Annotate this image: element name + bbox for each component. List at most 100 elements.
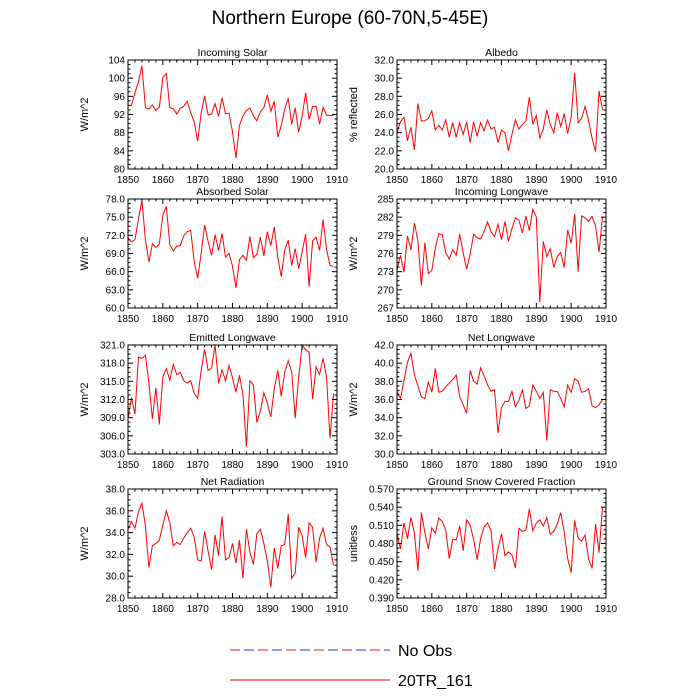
x-tick-label-incoming-solar: 1870 <box>187 175 210 186</box>
y-tick-label-incoming-longwave: 282 <box>377 213 394 224</box>
y-axis-label-albedo: % reflected <box>348 87 360 142</box>
x-tick-label-emitted-longwave: 1870 <box>187 460 210 471</box>
x-tick-label-incoming-solar: 1880 <box>221 175 244 186</box>
x-tick-label-ground-snow-covered-fraction: 1880 <box>490 604 513 615</box>
y-tick-label-absorbed-solar: 63.0 <box>106 285 126 296</box>
x-tick-label-net-longwave: 1880 <box>490 460 513 471</box>
panel-title-incoming-solar: Incoming Solar <box>197 47 268 59</box>
plot-frame-net-longwave <box>396 344 607 455</box>
panel-incoming-solar: Incoming Solar W/m^2 1850 1860 1870 1880 1890 1… <box>79 47 349 186</box>
y-tick-label-incoming-solar: 84 <box>114 146 126 157</box>
panel-title-absorbed-solar: Absorbed Solar <box>196 186 269 198</box>
x-tick-label-absorbed-solar: 1910 <box>326 314 349 325</box>
y-tick-label-emitted-longwave: 315.0 <box>100 377 125 388</box>
x-tick-label-albedo: 1900 <box>560 175 583 186</box>
x-tick-label-ground-snow-covered-fraction: 1850 <box>386 604 409 615</box>
y-tick-label-net-radiation: 32.0 <box>106 550 126 561</box>
x-tick-label-ground-snow-covered-fraction: 1900 <box>560 604 583 615</box>
y-tick-label-emitted-longwave: 309.0 <box>100 413 125 424</box>
y-tick-label-albedo: 24.0 <box>375 128 395 139</box>
x-tick-label-incoming-solar: 1900 <box>291 175 314 186</box>
series-line-incoming-longwave <box>396 207 604 302</box>
y-tick-label-ground-snow-covered-fraction: 0.540 <box>369 503 394 514</box>
panel-title-ground-snow-covered-fraction: Ground Snow Covered Fraction <box>428 476 576 488</box>
panel-albedo: Albedo % reflected 1850 1860 1870 1880 1890 190… <box>348 47 618 186</box>
x-tick-label-emitted-longwave: 1890 <box>256 460 279 471</box>
y-tick-label-ground-snow-covered-fraction: 0.570 <box>369 485 394 496</box>
y-tick-label-incoming-longwave: 267 <box>377 304 394 315</box>
y-tick-label-absorbed-solar: 75.0 <box>106 213 126 224</box>
y-tick-label-incoming-longwave: 285 <box>377 195 394 206</box>
x-tick-label-emitted-longwave: 1900 <box>291 460 314 471</box>
y-tick-label-incoming-solar: 96 <box>114 92 126 103</box>
x-tick-label-absorbed-solar: 1900 <box>291 314 314 325</box>
x-tick-label-albedo: 1870 <box>456 175 479 186</box>
x-tick-label-albedo: 1850 <box>386 175 409 186</box>
y-tick-label-incoming-solar: 88 <box>114 128 126 139</box>
x-tick-label-emitted-longwave: 1880 <box>221 460 244 471</box>
y-axis-label-absorbed-solar: W/m^2 <box>79 237 91 271</box>
x-tick-label-incoming-longwave: 1890 <box>525 314 548 325</box>
x-tick-label-absorbed-solar: 1890 <box>256 314 279 325</box>
y-tick-label-emitted-longwave: 303.0 <box>100 450 125 461</box>
y-tick-label-incoming-solar: 92 <box>114 110 126 121</box>
x-tick-label-net-longwave: 1910 <box>595 460 618 471</box>
y-tick-label-absorbed-solar: 69.0 <box>106 249 126 260</box>
y-tick-label-absorbed-solar: 60.0 <box>106 304 126 315</box>
series-line-ground-snow-covered-fraction <box>396 507 604 573</box>
y-tick-label-net-longwave: 30.0 <box>375 450 395 461</box>
x-tick-label-incoming-longwave: 1880 <box>490 314 513 325</box>
x-tick-label-net-radiation: 1870 <box>187 604 210 615</box>
y-tick-label-albedo: 26.0 <box>375 110 395 121</box>
x-tick-label-incoming-longwave: 1850 <box>386 314 409 325</box>
y-tick-label-incoming-solar: 100 <box>108 74 125 85</box>
series-line-net-radiation <box>127 501 335 588</box>
y-tick-label-ground-snow-covered-fraction: 0.450 <box>369 557 394 568</box>
y-tick-label-incoming-longwave: 273 <box>377 267 394 278</box>
x-tick-label-net-longwave: 1870 <box>456 460 479 471</box>
panel-net-radiation: Net Radiation W/m^2 1850 1860 1870 1880 1890 19… <box>79 476 349 615</box>
series-line-incoming-solar <box>128 65 334 159</box>
x-tick-label-net-radiation: 1890 <box>256 604 279 615</box>
x-tick-label-albedo: 1860 <box>421 175 444 186</box>
x-tick-label-albedo: 1890 <box>525 175 548 186</box>
y-tick-label-net-longwave: 40.0 <box>375 359 395 370</box>
plot-frame-emitted-longwave <box>127 344 338 455</box>
y-tick-label-net-radiation: 30.0 <box>106 572 126 583</box>
x-tick-label-net-longwave: 1900 <box>560 460 583 471</box>
x-tick-label-emitted-longwave: 1860 <box>152 460 175 471</box>
y-tick-label-ground-snow-covered-fraction: 0.390 <box>369 594 394 605</box>
x-tick-label-absorbed-solar: 1880 <box>221 314 244 325</box>
y-tick-label-emitted-longwave: 306.0 <box>100 431 125 442</box>
y-tick-label-albedo: 30.0 <box>375 74 395 85</box>
y-tick-label-albedo: 20.0 <box>375 165 395 176</box>
y-tick-label-absorbed-solar: 78.0 <box>106 195 126 206</box>
y-tick-label-incoming-longwave: 270 <box>377 285 394 296</box>
x-tick-label-net-radiation: 1880 <box>221 604 244 615</box>
panel-title-net-radiation: Net Radiation <box>201 476 265 488</box>
x-tick-label-absorbed-solar: 1850 <box>117 314 140 325</box>
y-tick-label-absorbed-solar: 72.0 <box>106 231 126 242</box>
y-tick-label-albedo: 22.0 <box>375 146 395 157</box>
x-tick-label-incoming-solar: 1850 <box>117 175 140 186</box>
x-tick-label-incoming-longwave: 1910 <box>595 314 618 325</box>
y-tick-label-emitted-longwave: 321.0 <box>100 341 125 352</box>
y-tick-label-ground-snow-covered-fraction: 0.510 <box>369 521 394 532</box>
y-tick-label-net-radiation: 34.0 <box>106 528 126 539</box>
series-line-net-longwave <box>396 351 603 441</box>
panel-absorbed-solar: Absorbed Solar W/m^2 1850 1860 1870 1880 1890 1… <box>79 186 349 325</box>
y-axis-label-net-longwave: W/m^2 <box>348 383 360 417</box>
panel-net-longwave: Net Longwave W/m^2 1850 1860 1870 1880 1890 190… <box>348 332 618 471</box>
y-tick-label-albedo: 32.0 <box>375 56 395 67</box>
x-tick-label-incoming-longwave: 1900 <box>560 314 583 325</box>
y-axis-label-incoming-solar: W/m^2 <box>79 98 91 132</box>
y-tick-label-ground-snow-covered-fraction: 0.480 <box>369 539 394 550</box>
x-tick-label-net-longwave: 1850 <box>386 460 409 471</box>
x-tick-label-ground-snow-covered-fraction: 1870 <box>456 604 479 615</box>
panel-title-albedo: Albedo <box>485 47 518 59</box>
plot-frame-incoming-solar <box>127 59 338 170</box>
y-axis-label-net-radiation: W/m^2 <box>79 527 91 561</box>
y-axis-label-emitted-longwave: W/m^2 <box>79 383 91 417</box>
panel-emitted-longwave: Emitted Longwave W/m^2 1850 1860 1870 1880 189… <box>79 332 349 471</box>
